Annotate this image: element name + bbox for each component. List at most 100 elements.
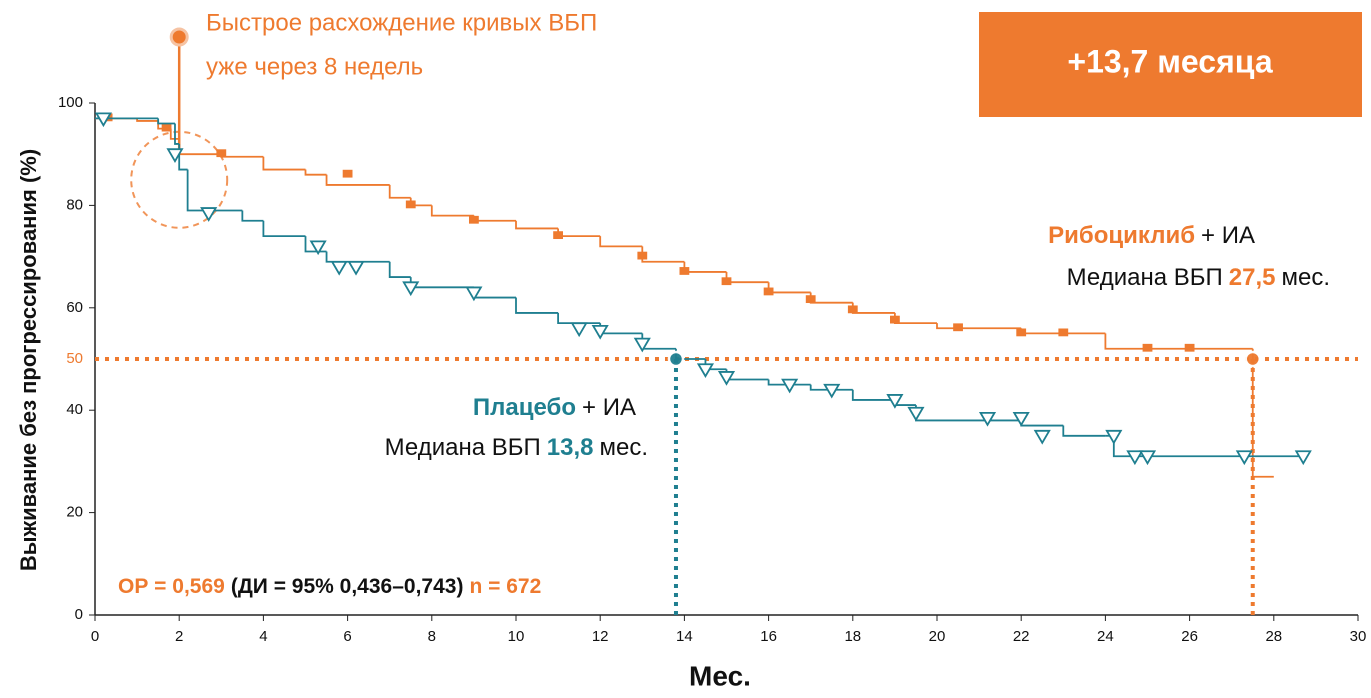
y-tick-label: 100 (58, 94, 83, 111)
median-value: 13,8 (547, 434, 594, 461)
median-label: Медиана ВБП 13,8 мес. (385, 434, 648, 461)
headline-box (979, 12, 1362, 117)
censor-mark (465, 286, 483, 302)
y-tick-label: 20 (66, 504, 83, 521)
censor-mark (347, 260, 365, 276)
note: Быстрое расхождение кривых ВБП (206, 9, 597, 36)
km-step (809, 292, 853, 304)
x-tick-label: 24 (1097, 628, 1114, 645)
km-step (767, 379, 811, 386)
censor-mark (721, 277, 732, 286)
legend-name: Рибоциклиб (1048, 222, 1195, 249)
median-value: 27,5 (1229, 264, 1276, 291)
note: уже через 8 недель (206, 53, 423, 80)
censor-mark (1294, 450, 1312, 466)
km-step (430, 205, 474, 217)
km-step (851, 389, 895, 401)
censor-mark (405, 200, 416, 209)
legend-suffix: + ИА (582, 394, 636, 421)
median-dot (1244, 350, 1261, 368)
stats: ОР = 0,569 (ДИ = 95% 0,436–0,743) n = 672 (118, 575, 541, 598)
km-step (1062, 425, 1106, 437)
censor-mark (200, 207, 218, 222)
km-step (186, 169, 243, 212)
median-dot (667, 350, 685, 368)
x-tick-label: 6 (343, 628, 351, 645)
censor-mark (823, 383, 841, 399)
km-step (515, 220, 559, 230)
censor-mark (637, 251, 648, 260)
km-step (409, 277, 474, 289)
x-tick-label: 16 (760, 628, 777, 645)
censor-mark (890, 315, 900, 324)
censor-mark (468, 215, 479, 224)
km-step (325, 174, 390, 186)
median-unit: мес. (1281, 264, 1330, 291)
censor-mark (907, 406, 925, 422)
km-step (174, 123, 180, 145)
hr: ОР = 0,569 (118, 575, 225, 598)
censor-mark (805, 295, 816, 304)
km-step (388, 261, 411, 278)
km-step (1251, 348, 1274, 478)
censor-mark (402, 281, 420, 297)
y-axis-label: Выживание без прогрессирования (%) (16, 149, 41, 571)
censor-mark (1142, 343, 1153, 352)
km-step (220, 154, 264, 158)
censor-mark (94, 112, 112, 128)
x-tick-label: 10 (508, 628, 525, 645)
censor-mark (1105, 429, 1123, 445)
legend-name: Плацебо (473, 394, 576, 421)
km-step (894, 312, 937, 325)
median-unit: мес. (599, 434, 648, 461)
km-step (1020, 420, 1064, 427)
median-text: Медиана ВБП (1067, 264, 1223, 291)
callout-dot (169, 27, 189, 47)
y-tick-label: 80 (66, 196, 83, 213)
x-tick-label: 8 (428, 628, 436, 645)
km-step (388, 184, 411, 199)
censor-mark (1012, 411, 1030, 427)
censor-mark (953, 323, 963, 332)
km-step (809, 384, 853, 391)
km-step (157, 118, 175, 125)
x-tick-label: 4 (259, 628, 267, 645)
censor-mark (679, 267, 690, 275)
n: n = 672 (469, 575, 541, 598)
ci: (ДИ = 95% 0,436–0,743) (231, 575, 464, 598)
censor-mark (570, 322, 588, 338)
censor-mark (763, 287, 774, 296)
km-step (683, 261, 727, 273)
censor-mark (1033, 429, 1051, 445)
km-step (325, 251, 390, 263)
km-step (851, 302, 895, 314)
censor-mark (216, 149, 227, 158)
km-step (241, 210, 264, 222)
censor-mark (309, 240, 327, 256)
headline: +13,7 месяца (1067, 43, 1272, 79)
censor-mark (1184, 343, 1195, 352)
x-tick-label: 12 (592, 628, 609, 645)
censor-mark (717, 371, 736, 386)
median-text: Медиана ВБП (385, 434, 541, 461)
reference-label: 50 (66, 350, 83, 367)
km-step (915, 405, 1022, 422)
y-tick-label: 40 (66, 401, 83, 418)
censor-mark (330, 260, 348, 276)
km-step (262, 156, 306, 171)
censor-mark (553, 231, 563, 240)
km-step (262, 220, 306, 238)
censor-mark (166, 148, 184, 163)
km-step (169, 128, 180, 140)
km-step (473, 215, 516, 222)
x-tick-label: 26 (1181, 628, 1198, 645)
x-tick-label: 18 (844, 628, 861, 645)
legend: Рибоциклиб + ИА (1048, 222, 1255, 249)
x-tick-label: 22 (1013, 628, 1030, 645)
censor-mark (633, 337, 651, 353)
censor-mark (1138, 450, 1157, 466)
x-tick-label: 28 (1265, 628, 1282, 645)
censor-mark (781, 378, 799, 394)
y-tick-label: 60 (66, 299, 83, 316)
